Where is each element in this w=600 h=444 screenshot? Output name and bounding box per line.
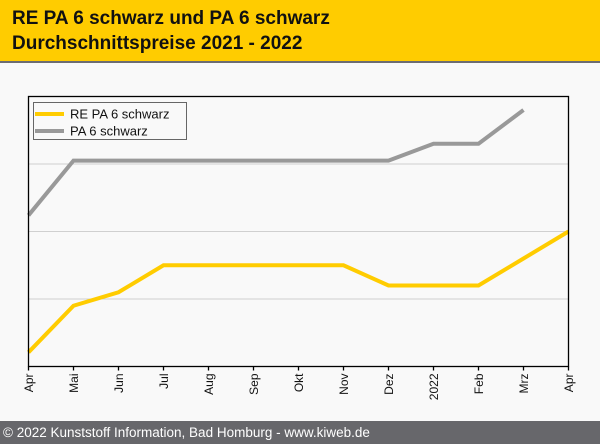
x-tick-label: Sep <box>247 373 261 395</box>
x-axis-ticks: Apr Mai Jun Jul Aug Sep Okt Nov Dez 2022 Feb Mrz Apr <box>22 366 576 400</box>
legend: RE PA 6 schwarz PA 6 schwarz <box>33 102 187 140</box>
x-tick-label: Aug <box>202 374 216 395</box>
x-tick-label: Jul <box>157 374 171 389</box>
x-tick-label: Mai <box>67 374 81 393</box>
x-tick-label: Okt <box>292 373 306 392</box>
chart-header: RE PA 6 schwarz und PA 6 schwarz Durchsc… <box>0 0 600 63</box>
series-line-pa6 <box>26 108 525 217</box>
footer: © 2022 Kunststoff Information, Bad Hombu… <box>0 421 600 444</box>
x-tick-label: 2022 <box>427 373 441 400</box>
copyright-text: © 2022 Kunststoff Information, Bad Hombu… <box>3 425 370 440</box>
chart-title-line2: Durchschnittspreise 2021 - 2022 <box>12 33 303 54</box>
x-tick-label: Jun <box>112 374 126 393</box>
legend-label-pa: PA 6 schwarz <box>70 124 148 139</box>
x-tick-label: Mrz <box>517 374 531 394</box>
x-tick-label: Dez <box>382 374 396 395</box>
x-tick-label: Apr <box>562 374 576 393</box>
series-lines <box>26 108 570 354</box>
x-tick-label: Feb <box>472 373 486 394</box>
x-tick-label: Nov <box>337 374 351 395</box>
series-line-re-pa6 <box>27 229 570 354</box>
legend-box <box>33 102 187 140</box>
gridlines <box>28 163 569 300</box>
legend-label-re: RE PA 6 schwarz <box>70 107 169 122</box>
chart-title-line1: RE PA 6 schwarz und PA 6 schwarz <box>12 8 330 29</box>
x-tick-label: Apr <box>22 374 36 393</box>
